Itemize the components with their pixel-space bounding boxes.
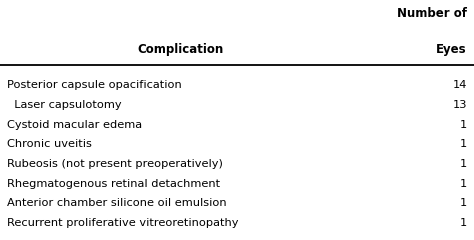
Text: 1: 1	[460, 179, 467, 189]
Text: Anterior chamber silicone oil emulsion: Anterior chamber silicone oil emulsion	[7, 198, 227, 209]
Text: Number of: Number of	[397, 7, 467, 20]
Text: 13: 13	[452, 100, 467, 110]
Text: 1: 1	[460, 159, 467, 169]
Text: Rubeosis (not present preoperatively): Rubeosis (not present preoperatively)	[7, 159, 223, 169]
Text: 14: 14	[453, 80, 467, 90]
Text: Laser capsulotomy: Laser capsulotomy	[7, 100, 122, 110]
Text: Eyes: Eyes	[436, 43, 467, 56]
Text: Cystoid macular edema: Cystoid macular edema	[7, 120, 142, 130]
Text: Rhegmatogenous retinal detachment: Rhegmatogenous retinal detachment	[7, 179, 220, 189]
Text: 1: 1	[460, 120, 467, 130]
Text: Recurrent proliferative vitreoretinopathy: Recurrent proliferative vitreoretinopath…	[7, 218, 238, 228]
Text: Complication: Complication	[137, 43, 223, 56]
Text: 1: 1	[460, 139, 467, 150]
Text: 1: 1	[460, 198, 467, 209]
Text: Chronic uveitis: Chronic uveitis	[7, 139, 92, 150]
Text: 1: 1	[460, 218, 467, 228]
Text: Posterior capsule opacification: Posterior capsule opacification	[7, 80, 182, 90]
